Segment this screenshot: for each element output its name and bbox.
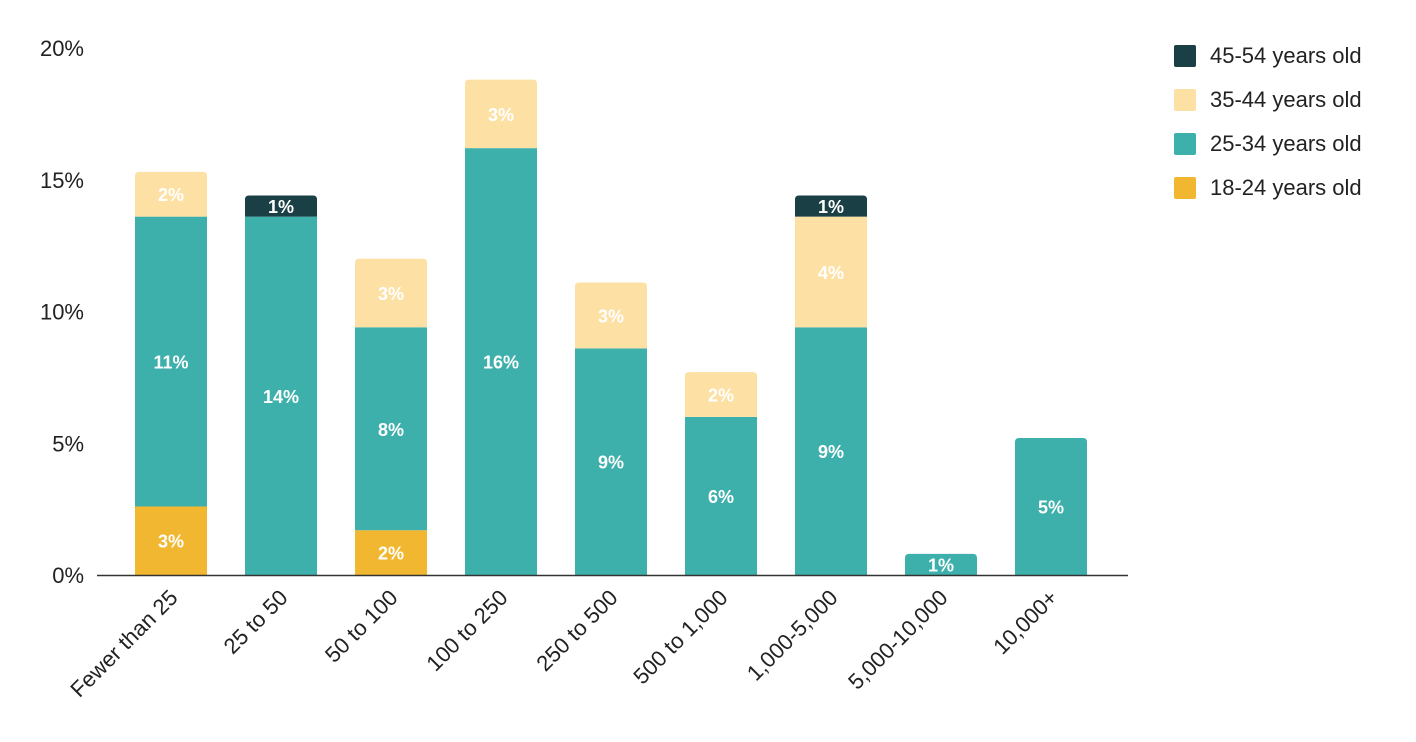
y-axis: 0% 5% 10% 15% 20% (40, 36, 84, 588)
legend-swatch (1174, 89, 1196, 111)
x-tick-label: 250 to 500 (531, 585, 622, 676)
data-label: 4% (818, 263, 844, 283)
bar-25-34-years-old-7 (905, 553, 977, 575)
bar-25-34-years-old-8 (1015, 437, 1087, 575)
data-label: 1% (818, 197, 844, 217)
data-label: 3% (488, 105, 514, 125)
bar-45-54-years-old-6 (795, 195, 867, 217)
x-tick-label: 500 to 1,000 (628, 585, 732, 689)
data-label: 3% (378, 284, 404, 304)
legend-label: 25-34 years old (1210, 131, 1362, 156)
legend-swatch (1174, 45, 1196, 67)
bar-25-34-years-old-5 (685, 416, 757, 575)
legend-item: 25-34 years old (1174, 122, 1362, 166)
bar-35-44-years-old-5 (685, 372, 757, 417)
data-label: 8% (378, 420, 404, 440)
bar-25-34-years-old-6 (795, 327, 867, 575)
bar-35-44-years-old-4 (575, 282, 647, 349)
bar-35-44-years-old-6 (795, 216, 867, 328)
legend-swatch (1174, 177, 1196, 199)
bar-45-54-years-old-1 (245, 195, 317, 217)
x-tick-label: 50 to 100 (320, 585, 403, 668)
x-tick-label: 100 to 250 (421, 585, 512, 676)
data-label: 2% (378, 544, 404, 564)
y-tick-label: 0% (52, 563, 84, 588)
legend-item: 35-44 years old (1174, 78, 1362, 122)
data-label: 3% (158, 532, 184, 552)
data-label: 5% (1038, 497, 1064, 517)
y-tick-label: 10% (40, 300, 84, 325)
legend-label: 18-24 years old (1210, 175, 1362, 200)
bar-25-34-years-old-3 (465, 148, 537, 575)
bar-25-34-years-old-4 (575, 348, 647, 575)
data-label: 3% (598, 306, 624, 326)
bar-labels: 3% 11% 2% 14% 1% 2% 8% 3% 16% 3% 9% 3% 6% 2% 9% 4% 1% 1% 5… (153, 105, 1064, 576)
bar-25-34-years-old-2 (355, 327, 427, 531)
legend-label: 35-44 years old (1210, 87, 1362, 112)
x-tick-label: 1,000-5,000 (742, 585, 843, 686)
data-label: 1% (268, 197, 294, 217)
bar-18-24-years-old-0 (135, 506, 207, 575)
bars (135, 79, 1087, 575)
legend-swatch (1174, 133, 1196, 155)
data-label: 16% (483, 353, 519, 373)
x-tick-label: 10,000+ (988, 585, 1062, 659)
bar-18-24-years-old-2 (355, 530, 427, 575)
legend-item: 18-24 years old (1174, 166, 1362, 210)
bar-25-34-years-old-1 (245, 216, 317, 575)
data-label: 11% (153, 353, 188, 373)
legend-label: 45-54 years old (1210, 43, 1362, 68)
data-label: 6% (708, 487, 734, 507)
data-label: 9% (598, 453, 624, 473)
y-tick-label: 5% (52, 431, 84, 456)
data-label: 9% (818, 442, 844, 462)
data-label: 2% (158, 185, 184, 205)
legend-item: 45-54 years old (1174, 34, 1362, 78)
bar-35-44-years-old-0 (135, 171, 207, 217)
data-label: 1% (928, 555, 954, 575)
y-tick-label: 15% (40, 168, 84, 193)
y-tick-label: 20% (40, 36, 84, 61)
data-label: 14% (263, 387, 299, 407)
x-tick-label: 5,000-10,000 (843, 585, 952, 694)
x-tick-label: Fewer than 25 (65, 585, 182, 702)
x-axis: Fewer than 25 25 to 50 50 to 100 100 to 250… (65, 574, 1128, 702)
bar-35-44-years-old-3 (465, 79, 537, 149)
data-label: 2% (708, 386, 734, 406)
legend: 45-54 years old 35-44 years old 25-34 year… (1174, 34, 1362, 210)
x-tick-label: 25 to 50 (219, 585, 293, 659)
bar-35-44-years-old-2 (355, 258, 427, 328)
bar-25-34-years-old-0 (135, 216, 207, 507)
